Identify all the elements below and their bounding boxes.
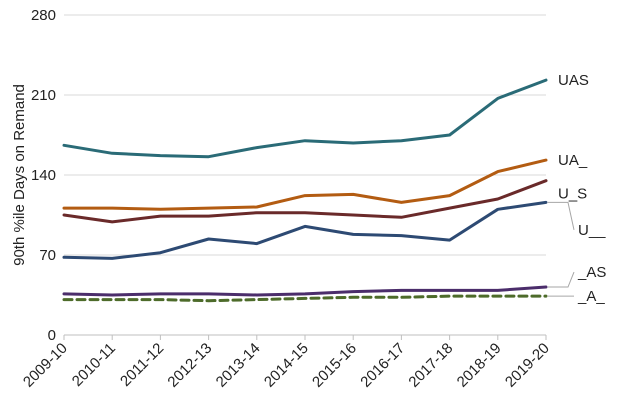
y-axis-label: 90th %ile Days on Remand [11, 84, 28, 266]
leader-line [548, 271, 575, 288]
x-tick-labels: 2009-102010-112011-122012-132013-142014-… [20, 340, 553, 391]
leader-line [548, 201, 575, 231]
x-tick-label: 2016-17 [357, 340, 408, 391]
gridlines [64, 14, 546, 256]
series-label: U__ [578, 222, 606, 239]
y-tick-label: 140 [31, 167, 56, 184]
series-line-u-s [62, 179, 548, 224]
series-line--as [62, 285, 548, 297]
x-tick-label: 2011-12 [117, 340, 167, 390]
x-tick-label: 2013-14 [213, 340, 264, 391]
series-label: _AS [577, 264, 606, 281]
y-tick-label: 280 [31, 7, 56, 24]
x-tick-label: 2019-20 [502, 340, 553, 391]
x-tick-label: 2010-11 [69, 340, 119, 390]
series-labels: UAS UA_ U_S U__ _AS _A_ [548, 72, 606, 305]
series-lines [62, 78, 548, 303]
series-line--a- [62, 294, 548, 303]
x-tick-label: 2017-18 [405, 340, 456, 391]
x-tick-label: 2009-10 [20, 340, 71, 391]
y-tick-labels: 0 70 140 210 280 [31, 7, 56, 344]
series-line-uas [62, 78, 548, 159]
series-line-ua- [62, 158, 548, 211]
series-label: _A_ [577, 288, 605, 305]
x-tick-label: 2014-15 [261, 340, 312, 391]
series-line-u-- [62, 200, 548, 260]
axes [63, 334, 547, 340]
x-tick-label: 2015-16 [309, 340, 360, 391]
series-label: U_S [558, 186, 587, 203]
y-tick-label: 70 [39, 247, 56, 264]
y-tick-label: 0 [48, 327, 56, 344]
y-tick-label: 210 [31, 87, 56, 104]
x-tick-label: 2012-13 [164, 340, 215, 391]
x-tick-label: 2018-19 [454, 340, 505, 391]
series-label: UAS [558, 72, 589, 89]
series-label: UA_ [558, 152, 588, 169]
